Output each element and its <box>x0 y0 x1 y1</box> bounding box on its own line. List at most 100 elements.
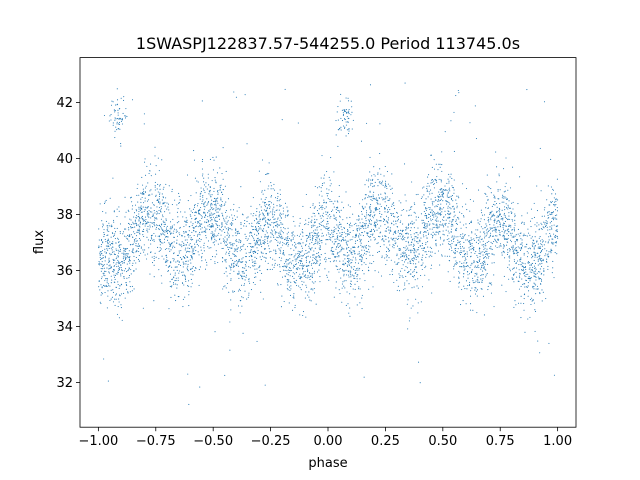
data-point <box>297 262 300 264</box>
data-point <box>162 188 164 190</box>
data-point <box>188 294 190 296</box>
data-point <box>334 257 336 259</box>
data-point <box>551 217 553 220</box>
data-point <box>411 258 413 260</box>
data-point <box>282 237 284 239</box>
data-point <box>138 208 140 210</box>
data-point <box>113 259 115 262</box>
data-point <box>150 251 152 253</box>
data-point <box>313 232 315 234</box>
data-point <box>352 250 354 252</box>
data-point <box>166 235 168 238</box>
data-point <box>451 198 453 201</box>
data-point <box>275 221 277 223</box>
data-point <box>496 246 498 249</box>
data-point <box>393 202 395 204</box>
data-point <box>442 216 444 218</box>
data-point <box>199 266 201 268</box>
data-point <box>227 227 229 229</box>
data-point <box>102 223 104 225</box>
data-point <box>537 271 540 273</box>
data-point <box>323 202 325 204</box>
data-point <box>126 263 128 265</box>
data-point <box>118 210 120 212</box>
data-point <box>170 243 172 245</box>
data-point <box>478 281 481 283</box>
data-point <box>124 248 126 250</box>
data-point <box>354 252 356 254</box>
data-point <box>468 241 470 243</box>
data-point <box>188 244 190 246</box>
data-point <box>211 199 213 201</box>
data-point <box>156 199 158 201</box>
data-point <box>391 192 394 194</box>
data-point <box>99 254 101 256</box>
data-point <box>218 239 221 241</box>
data-point <box>408 254 410 256</box>
data-point <box>194 203 196 206</box>
data-point <box>322 212 324 214</box>
data-point <box>355 272 357 274</box>
data-point <box>275 252 277 255</box>
data-point <box>317 243 319 245</box>
data-point <box>436 176 438 178</box>
data-point <box>192 274 194 276</box>
data-point <box>437 199 440 201</box>
data-point <box>527 248 529 250</box>
data-point <box>341 234 343 236</box>
data-point <box>321 232 323 234</box>
data-point <box>477 239 479 241</box>
data-point <box>520 302 522 304</box>
data-point <box>388 206 390 209</box>
data-point <box>440 238 442 240</box>
data-point <box>359 278 361 280</box>
data-point <box>487 253 489 255</box>
data-point <box>482 214 484 216</box>
data-point <box>488 218 490 220</box>
data-point <box>249 232 251 234</box>
data-point <box>361 226 363 228</box>
data-point <box>393 244 395 247</box>
data-point <box>120 143 122 145</box>
data-point <box>394 230 396 232</box>
data-point <box>543 244 545 246</box>
data-point <box>244 275 246 277</box>
data-point <box>286 237 288 239</box>
data-point <box>397 220 399 222</box>
data-point <box>258 267 260 269</box>
data-point <box>101 226 104 228</box>
data-point <box>539 292 541 294</box>
data-point <box>213 190 215 192</box>
data-point <box>338 256 340 258</box>
data-point <box>341 201 343 203</box>
data-point <box>108 271 110 273</box>
data-point <box>383 218 385 220</box>
data-point <box>117 259 119 261</box>
data-point <box>150 243 152 245</box>
data-point <box>379 236 381 238</box>
data-point <box>194 253 196 255</box>
data-point <box>124 253 126 255</box>
data-point <box>289 269 291 272</box>
data-point <box>232 243 234 245</box>
data-point <box>291 254 293 256</box>
data-point <box>531 218 533 220</box>
data-point <box>502 222 505 224</box>
data-point <box>311 239 314 241</box>
data-point <box>404 82 406 84</box>
data-point <box>235 250 237 252</box>
data-point <box>182 256 184 258</box>
data-point <box>293 277 295 279</box>
data-point <box>279 252 281 254</box>
data-point <box>248 256 250 258</box>
data-point <box>144 249 146 251</box>
data-point <box>318 269 320 271</box>
data-point <box>225 245 227 247</box>
data-point <box>393 281 395 284</box>
data-point <box>249 235 251 237</box>
data-point <box>489 217 491 219</box>
data-point <box>319 245 321 247</box>
data-point <box>340 277 342 279</box>
data-point <box>303 281 305 283</box>
data-point <box>533 247 535 249</box>
